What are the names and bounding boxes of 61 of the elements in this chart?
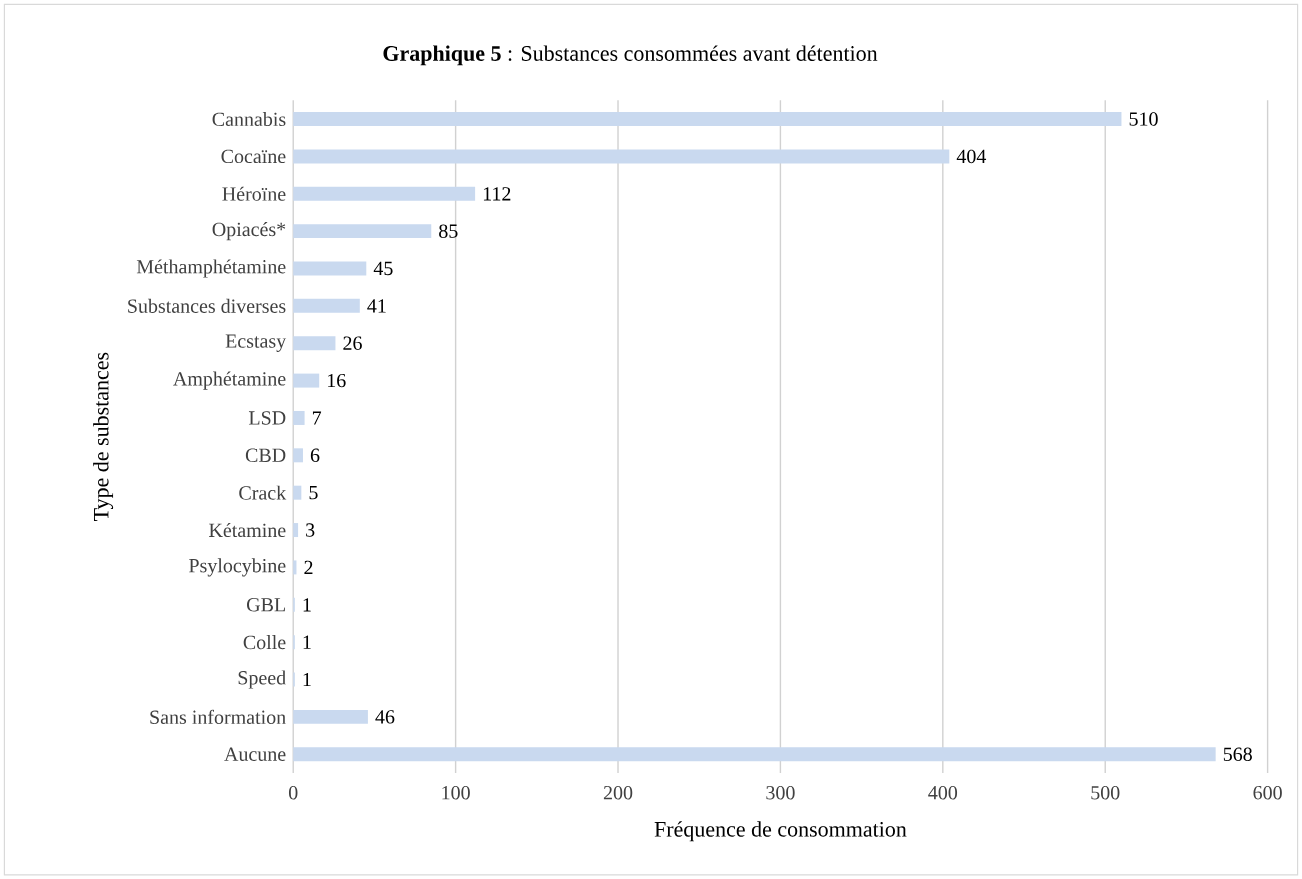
data-label: 6 xyxy=(310,448,320,462)
y-tick-label: Sans information xyxy=(150,709,286,724)
data-label: 1 xyxy=(303,672,311,686)
x-tick-label: 0 xyxy=(288,785,298,800)
data-label: 2 xyxy=(304,560,313,574)
x-tick-label: 300 xyxy=(766,785,795,800)
data-label: 46 xyxy=(375,710,395,724)
bar xyxy=(293,373,320,388)
y-tick-label: Speed xyxy=(238,670,286,689)
y-tick-label: Amphétamine xyxy=(173,371,286,390)
y-tick-label: Kétamine xyxy=(209,522,286,537)
bar xyxy=(293,522,299,537)
x-tick-label: 500 xyxy=(1091,785,1120,800)
data-label: 26 xyxy=(343,336,362,350)
y-tick-label: Cannabis xyxy=(212,111,286,126)
bar xyxy=(293,298,360,313)
x-tick-label: 400 xyxy=(928,785,958,800)
y-tick-label: GBL xyxy=(247,597,285,612)
bar xyxy=(293,485,302,500)
chart-title: Graphique 5 : Substances consommées avant détention xyxy=(383,45,878,66)
bar xyxy=(293,747,1216,762)
y-tick-label: Psylocybine xyxy=(189,558,286,577)
y-tick-label: Méthamphétamine xyxy=(136,259,286,278)
bar xyxy=(293,336,336,351)
bar xyxy=(293,709,368,724)
y-tick-label: LSD xyxy=(248,411,286,425)
data-label: 5 xyxy=(309,485,318,500)
x-tick-label: 100 xyxy=(442,785,470,800)
data-label: 404 xyxy=(956,149,987,164)
x-tick-label: 600 xyxy=(1253,785,1282,800)
data-label: 7 xyxy=(312,411,322,425)
y-tick-label: Aucune xyxy=(224,747,286,761)
bar xyxy=(293,261,367,276)
bar xyxy=(293,410,305,425)
data-label: 16 xyxy=(328,373,346,388)
y-tick-label: Ecstasy xyxy=(225,334,287,352)
y-tick-label: Colle xyxy=(243,634,286,650)
data-label: 85 xyxy=(439,224,458,238)
data-label: 112 xyxy=(483,187,511,201)
bar xyxy=(293,149,950,164)
data-label: 510 xyxy=(1129,112,1158,126)
y-tick-label: Héroïne xyxy=(222,186,286,201)
data-label: 568 xyxy=(1223,747,1252,761)
data-label: 3 xyxy=(306,523,315,537)
y-tick-label: Substances diverses xyxy=(128,298,286,313)
data-label: 1 xyxy=(303,635,311,649)
bar xyxy=(293,224,432,238)
bar xyxy=(293,111,1122,126)
data-label: 1 xyxy=(303,598,311,612)
x-tick-label: 200 xyxy=(603,785,633,800)
y-axis-title: Type de substances xyxy=(93,352,114,521)
y-tick-label: Opiacés* xyxy=(212,221,286,241)
y-tick-label: Cocaïne xyxy=(221,149,286,163)
bar xyxy=(293,560,297,575)
bar xyxy=(293,186,476,201)
x-axis-title: Fréquence de consommation xyxy=(654,821,907,842)
data-label: 41 xyxy=(367,299,386,313)
y-tick-label: CBD xyxy=(245,448,286,462)
data-label: 45 xyxy=(373,261,393,276)
y-tick-label: Crack xyxy=(239,485,287,500)
bar xyxy=(293,448,303,463)
